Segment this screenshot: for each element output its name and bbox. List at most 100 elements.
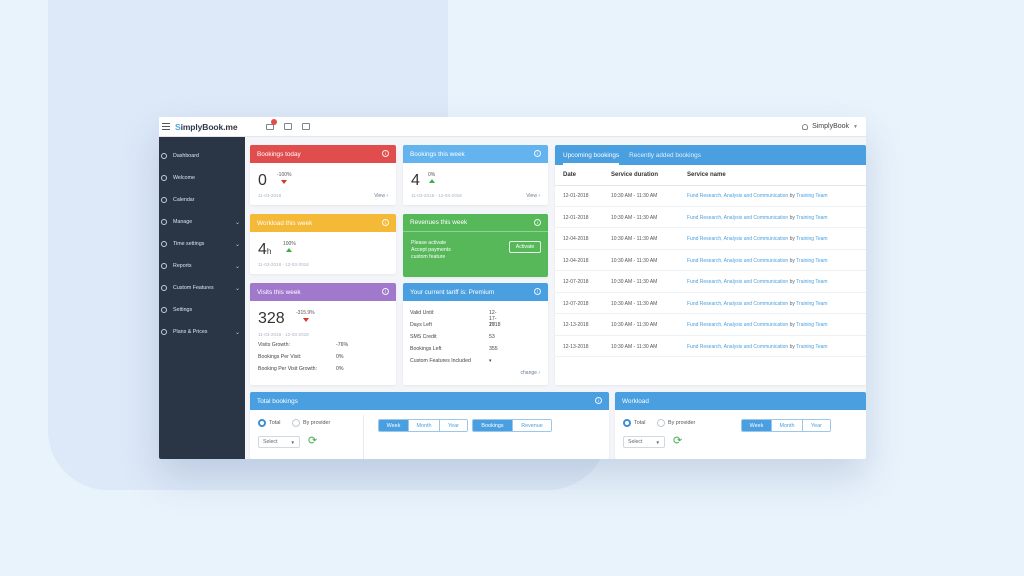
period-week-button[interactable]: Week — [742, 420, 772, 431]
sidebar-item-settings[interactable]: Settings — [159, 299, 245, 321]
table-row[interactable]: 12-01-2018 10:30 AM - 11:30 AM Fund Resear… — [555, 185, 866, 207]
table-row[interactable]: 12-04-2018 10:30 AM - 11:30 AM Fund Resear… — [555, 250, 866, 271]
service-link[interactable]: Fund Research, Analysis and Communicatio… — [687, 236, 789, 242]
period-toggle: Week Month Year — [378, 419, 468, 432]
column-header-service: Service name — [687, 172, 726, 178]
clock-icon — [161, 241, 167, 247]
chevron-down-icon: ⌄ — [234, 263, 240, 270]
table-row[interactable]: 12-07-2018 10:30 AM - 11:30 AM Fund Resear… — [555, 271, 866, 293]
arrow-up-icon — [286, 248, 292, 252]
table-row[interactable]: 12-13-2018 10:30 AM - 11:30 AM Fund Resear… — [555, 314, 866, 336]
booking-service: Fund Research, Analysis and Communicatio… — [687, 344, 828, 350]
info-icon[interactable]: i — [534, 288, 541, 295]
radio-by-provider[interactable] — [292, 419, 300, 427]
by-text: by — [789, 236, 795, 242]
table-row[interactable]: 12-13-2018 10:30 AM - 11:30 AM Fund Resear… — [555, 336, 866, 357]
period-month-button[interactable]: Month — [409, 420, 440, 431]
booking-service: Fund Research, Analysis and Communicatio… — [687, 236, 828, 242]
tab-upcoming-bookings[interactable]: Upcoming bookings — [563, 152, 620, 165]
provider-link[interactable]: Training Team — [796, 214, 828, 221]
sidebar-item-manage[interactable]: Manage ⌄ — [159, 211, 245, 233]
calendar-icon[interactable] — [283, 123, 292, 130]
period-toggle: Week Month Year — [741, 419, 831, 432]
provider-link[interactable]: Training Team — [796, 322, 828, 328]
activate-button[interactable]: Activate — [509, 241, 541, 253]
booking-date: 12-07-2018 — [563, 279, 589, 285]
tariff-card: Your current tariff is: Premium i Valid U… — [403, 283, 548, 385]
radio-total-label: Total — [634, 420, 646, 426]
service-link[interactable]: Fund Research, Analysis and Communicatio… — [687, 322, 789, 328]
service-link[interactable]: Fund Research, Analysis and Communicatio… — [687, 343, 789, 350]
provider-link[interactable]: Training Team — [796, 300, 828, 307]
bookings-per-visit-row: Bookings Per Visit: 0% — [258, 354, 344, 360]
arrow-down-icon — [281, 180, 287, 184]
radio-total[interactable] — [258, 419, 266, 427]
logo[interactable]: SimplyBook.me — [175, 121, 238, 132]
view-link[interactable]: View › — [526, 193, 540, 199]
info-icon[interactable]: i — [382, 150, 389, 157]
sidebar-item-dashboard[interactable]: Dashboard — [159, 145, 245, 167]
by-text: by — [789, 322, 795, 328]
view-link[interactable]: View › — [374, 193, 388, 199]
provider-link[interactable]: Training Team — [796, 193, 828, 199]
change-link[interactable]: change › — [520, 370, 540, 376]
pin-icon — [161, 175, 167, 181]
provider-link[interactable]: Training Team — [796, 343, 828, 350]
period-month-button[interactable]: Month — [772, 420, 803, 431]
by-text: by — [789, 300, 795, 307]
sidebar-item-reports[interactable]: Reports ⌄ — [159, 255, 245, 277]
period-year-button[interactable]: Year — [803, 420, 830, 431]
table-row[interactable]: 12-07-2018 10:30 AM - 11:30 AM Fund Resear… — [555, 293, 866, 314]
info-icon[interactable]: i — [382, 288, 389, 295]
provider-link[interactable]: Training Team — [796, 257, 828, 264]
top-bar: SimplyBook.me SimplyBook ▼ — [159, 117, 866, 137]
chart-icon — [161, 263, 167, 269]
custom-features-row[interactable]: Custom Features Included ▾ — [410, 358, 492, 364]
period-week-button[interactable]: Week — [379, 420, 409, 431]
provider-link[interactable]: Training Team — [796, 236, 828, 242]
radio-total-label: Total — [269, 420, 281, 426]
service-link[interactable]: Fund Research, Analysis and Communicatio… — [687, 214, 789, 221]
table-row[interactable]: 12-04-2018 10:30 AM - 11:30 AM Fund Resear… — [555, 228, 866, 250]
radio-total[interactable] — [623, 419, 631, 427]
sidebar-item-calendar[interactable]: Calendar — [159, 189, 245, 211]
menu-icon[interactable] — [162, 123, 170, 130]
bookings-left-row: Bookings Left 355 — [410, 346, 498, 352]
provider-select[interactable]: Select ▼ — [623, 436, 665, 448]
info-icon[interactable]: i — [534, 219, 541, 226]
sidebar-item-custom-features[interactable]: Custom Features ⌄ — [159, 277, 245, 299]
provider-link[interactable]: Training Team — [796, 279, 828, 285]
date-range: 11-03-2018 - 12-03-2018 — [258, 332, 309, 337]
sidebar-item-time-settings[interactable]: Time settings ⌄ — [159, 233, 245, 255]
table-row[interactable]: 12-01-2018 10:30 AM - 11:30 AM Fund Resear… — [555, 207, 866, 228]
booking-service: Fund Research, Analysis and Communicatio… — [687, 301, 828, 307]
service-link[interactable]: Fund Research, Analysis and Communicatio… — [687, 257, 789, 264]
sidebar-item-plans-prices[interactable]: Plans & Prices ⌄ — [159, 321, 245, 343]
radio-by-provider[interactable] — [657, 419, 665, 427]
arrow-down-icon — [303, 318, 309, 322]
refresh-icon[interactable]: ⟳ — [308, 435, 318, 447]
mail-icon[interactable] — [265, 118, 277, 130]
provider-select[interactable]: Select ▼ — [258, 436, 300, 448]
info-icon[interactable]: i — [382, 219, 389, 226]
booking-service: Fund Research, Analysis and Communicatio… — [687, 258, 828, 264]
period-year-button[interactable]: Year — [440, 420, 467, 431]
booking-service: Fund Research, Analysis and Communicatio… — [687, 279, 828, 285]
service-link[interactable]: Fund Research, Analysis and Communicatio… — [687, 193, 789, 199]
user-menu[interactable]: SimplyBook ▼ — [802, 123, 858, 130]
table-icon[interactable] — [301, 123, 310, 130]
info-icon[interactable]: i — [534, 150, 541, 157]
info-icon[interactable]: i — [595, 397, 602, 404]
service-link[interactable]: Fund Research, Analysis and Communicatio… — [687, 300, 789, 307]
by-text: by — [789, 193, 795, 199]
tab-recently-added-bookings[interactable]: Recently added bookings — [629, 152, 701, 159]
date-range: 11-03-2018 — [258, 193, 282, 198]
mode-revenue-button[interactable]: Revenue — [513, 420, 551, 431]
price-icon — [161, 329, 167, 335]
service-link[interactable]: Fund Research, Analysis and Communicatio… — [687, 279, 789, 285]
mode-bookings-button[interactable]: Bookings — [473, 420, 513, 431]
refresh-icon[interactable]: ⟳ — [673, 435, 683, 447]
dashboard-icon — [161, 153, 167, 159]
visits-week-pct: -315.9% — [296, 310, 315, 316]
sidebar-item-welcome[interactable]: Welcome — [159, 167, 245, 189]
